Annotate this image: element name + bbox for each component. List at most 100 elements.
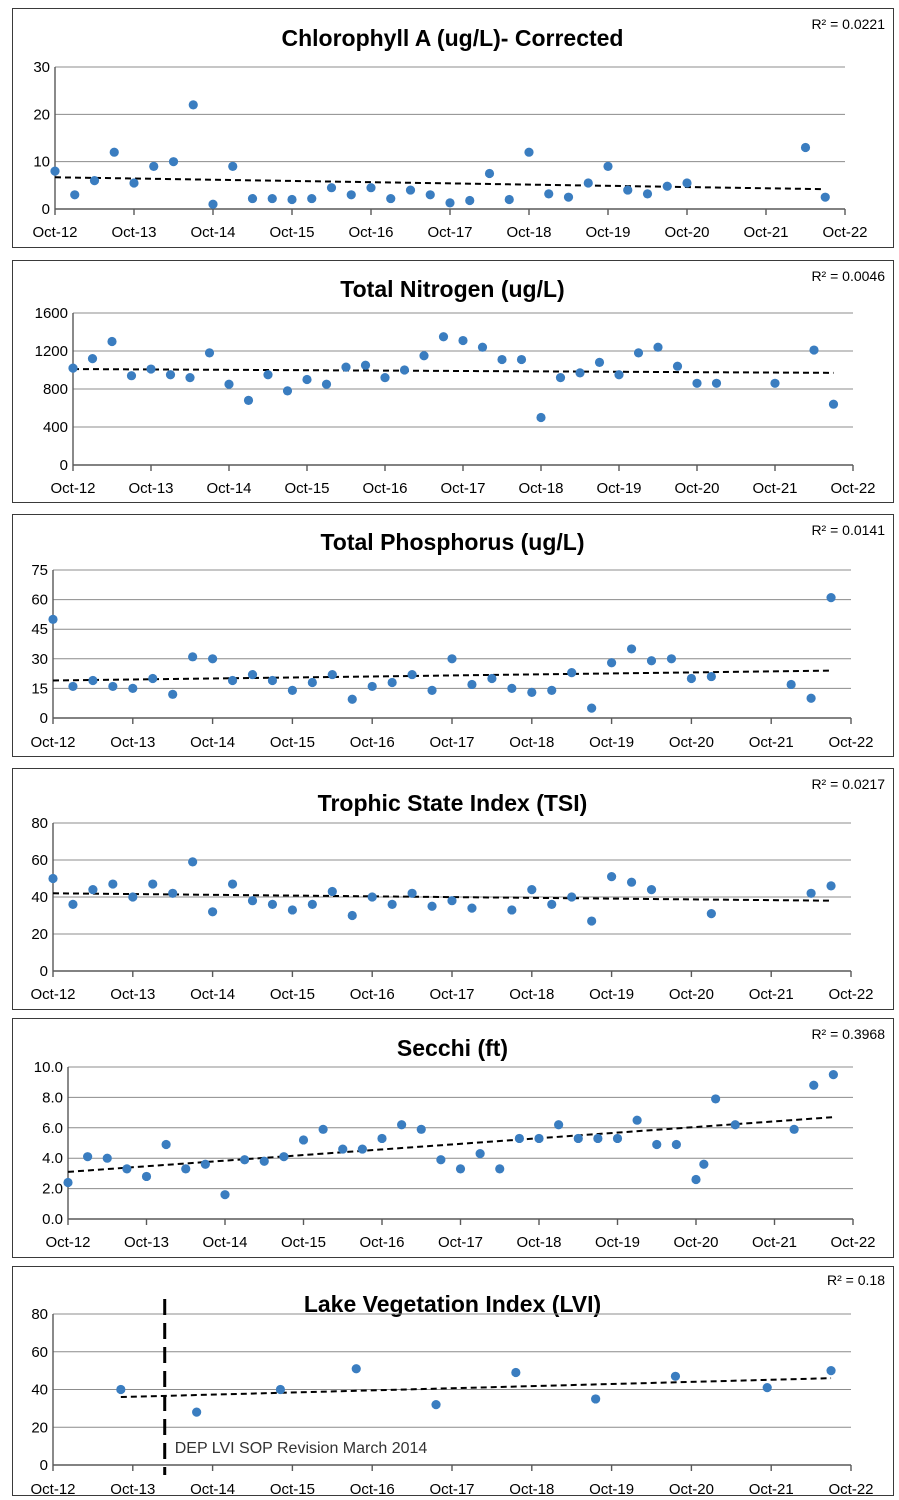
- x-tick-label: Oct-13: [128, 480, 173, 497]
- data-point: [534, 1133, 544, 1144]
- data-point: [380, 373, 390, 383]
- revision-annotation: DEP LVI SOP Revision March 2014: [175, 1440, 428, 1457]
- x-tick-label: Oct-22: [828, 1481, 873, 1494]
- data-point: [425, 190, 435, 200]
- data-point: [208, 654, 218, 664]
- data-point: [416, 1124, 426, 1134]
- data-point: [653, 342, 663, 352]
- data-point: [623, 185, 633, 195]
- data-point: [224, 379, 234, 389]
- x-tick-label: Oct-20: [674, 480, 719, 497]
- data-point: [607, 872, 617, 882]
- data-point: [148, 879, 158, 889]
- x-tick-label: Oct-14: [190, 224, 235, 241]
- data-point: [275, 1384, 286, 1395]
- data-point: [128, 683, 138, 693]
- data-point: [497, 354, 507, 365]
- data-point: [338, 1144, 348, 1154]
- data-point: [652, 1139, 662, 1150]
- data-point: [68, 681, 78, 692]
- y-tick-label: 20: [33, 106, 50, 123]
- data-point: [181, 1164, 191, 1174]
- data-point: [809, 1080, 819, 1090]
- y-tick-label: 6.0: [42, 1120, 63, 1137]
- x-tick-label: Oct-18: [518, 480, 563, 497]
- chart-lvi: Lake Vegetation Index (LVI) R² = 0.18 0 20 4…: [12, 1266, 894, 1496]
- data-point: [247, 896, 258, 906]
- data-point: [563, 192, 574, 202]
- data-point: [347, 910, 357, 921]
- chart-title: Trophic State Index (TSI): [318, 790, 588, 816]
- data-point: [527, 885, 537, 895]
- chart-svg: Secchi (ft) R² = 0.3968 0.0 2.0 4.0 6.0 8.0 10.…: [34, 1026, 885, 1251]
- data-point: [347, 694, 357, 704]
- data-point: [431, 1400, 441, 1410]
- trend-line: [54, 176, 822, 191]
- y-tick-label: 30: [33, 59, 50, 76]
- data-point: [200, 1159, 210, 1169]
- data-point: [828, 1070, 838, 1080]
- data-point: [646, 656, 657, 666]
- y-tick-label: 60: [31, 852, 48, 869]
- chart-title: Chlorophyll A (ug/L)- Corrected: [281, 25, 623, 51]
- data-point: [806, 888, 816, 898]
- data-point: [826, 881, 836, 891]
- x-tick-label: Oct-15: [281, 1234, 326, 1251]
- data-point: [806, 693, 816, 703]
- chart-svg: Total Phosphorus (ug/L) R² = 0.0141 0 15 30 4…: [30, 522, 885, 751]
- data-point: [642, 189, 653, 199]
- x-tick-label: Oct-13: [111, 224, 156, 241]
- y-tick-label: 0.0: [42, 1211, 63, 1228]
- chart-svg: Lake Vegetation Index (LVI) R² = 0.18 0 20 4…: [30, 1272, 885, 1494]
- data-point: [555, 373, 566, 383]
- x-tick-label: Oct-15: [270, 1481, 315, 1494]
- data-point: [419, 351, 429, 361]
- data-point: [386, 193, 396, 204]
- data-point: [826, 593, 836, 603]
- data-point: [146, 364, 156, 374]
- x-tick-label: Oct-22: [828, 986, 873, 1003]
- data-point: [504, 194, 514, 205]
- r-squared-label: R² = 0.18: [827, 1272, 885, 1288]
- data-point: [267, 193, 277, 204]
- data-point: [646, 885, 657, 895]
- x-tick-label: Oct-12: [32, 224, 77, 241]
- y-tick-label: 60: [31, 592, 48, 609]
- data-point: [351, 1364, 361, 1374]
- data-point: [670, 1371, 681, 1381]
- data-point: [475, 1149, 485, 1159]
- data-point: [48, 873, 58, 884]
- data-point: [88, 675, 98, 686]
- x-tick-label: Oct-12: [30, 734, 75, 751]
- x-tick-label: Oct-16: [359, 1234, 404, 1251]
- x-tick-label: Oct-22: [830, 480, 875, 497]
- x-tick-label: Oct-16: [350, 734, 395, 751]
- r-squared-label: R² = 0.0141: [811, 522, 885, 538]
- data-point: [591, 1394, 601, 1404]
- data-point: [367, 892, 377, 902]
- data-point: [267, 899, 278, 909]
- y-tick-label: 10: [33, 154, 50, 171]
- x-tick-label: Oct-20: [664, 224, 709, 241]
- data-point: [188, 652, 198, 662]
- data-point: [279, 1152, 289, 1162]
- data-point: [387, 899, 397, 909]
- x-tick-label: Oct-20: [673, 1234, 718, 1251]
- x-tick-label: Oct-20: [669, 1481, 714, 1494]
- y-tick-label: 30: [31, 651, 48, 668]
- y-tick-label: 0: [40, 963, 48, 980]
- y-tick-label: 10.0: [34, 1059, 63, 1076]
- y-tick-label: 20: [31, 926, 48, 943]
- data-point: [828, 399, 839, 409]
- x-tick-label: Oct-13: [110, 986, 155, 1003]
- y-tick-label: 80: [31, 815, 48, 832]
- data-point: [185, 373, 195, 383]
- y-tick-label: 0: [40, 1457, 48, 1474]
- data-point: [220, 1190, 230, 1200]
- data-point: [108, 879, 118, 889]
- x-tick-label: Oct-21: [749, 986, 794, 1003]
- data-point: [208, 907, 218, 917]
- x-tick-label: Oct-19: [589, 986, 634, 1003]
- y-tick-label: 1200: [35, 343, 68, 360]
- chart-chlorophyll: Chlorophyll A (ug/L)- Corrected R² = 0.02…: [12, 8, 894, 248]
